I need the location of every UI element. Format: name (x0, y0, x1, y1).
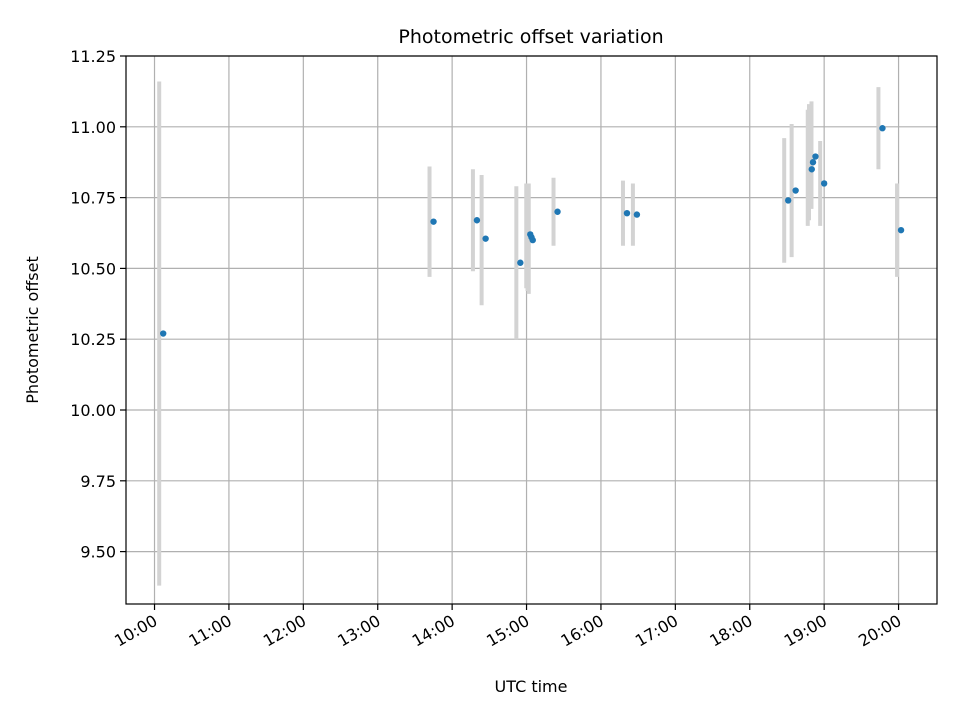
y-tick-label: 10.50 (70, 259, 116, 278)
data-point (554, 208, 561, 215)
y-tick-label: 9.50 (80, 543, 116, 562)
data-point (517, 259, 524, 266)
data-point (808, 166, 815, 173)
data-point (897, 226, 905, 234)
y-tick-label: 11.25 (70, 47, 116, 66)
y-tick-label: 10.00 (70, 401, 116, 420)
data-point (633, 211, 641, 218)
data-point (482, 235, 489, 242)
data-point (809, 159, 817, 166)
grid (126, 55, 937, 604)
y-tick-label: 11.00 (70, 118, 116, 137)
plot-frame (125, 55, 938, 605)
error-bars (157, 81, 900, 586)
data-point (430, 218, 437, 225)
data-point (792, 187, 799, 194)
y-axis: 9.50 9.75 10.00 10.25 10.50 10.75 11.00 11.25 (70, 47, 126, 562)
data-point (812, 153, 819, 160)
data-point (473, 217, 481, 224)
y-tick-label: 10.25 (70, 330, 116, 349)
y-tick-label: 9.75 (80, 472, 116, 491)
y-axis-label: Photometric offset (23, 256, 42, 404)
data-points (160, 125, 905, 337)
data-point (784, 197, 792, 204)
data-point (623, 209, 631, 217)
chart-title: Photometric offset variation (398, 26, 663, 48)
data-point (160, 330, 167, 337)
data-point (529, 236, 536, 244)
data-point (879, 125, 886, 132)
x-axis-label: UTC time (495, 677, 568, 696)
y-tick-label: 10.75 (70, 189, 116, 208)
data-point (820, 180, 828, 187)
